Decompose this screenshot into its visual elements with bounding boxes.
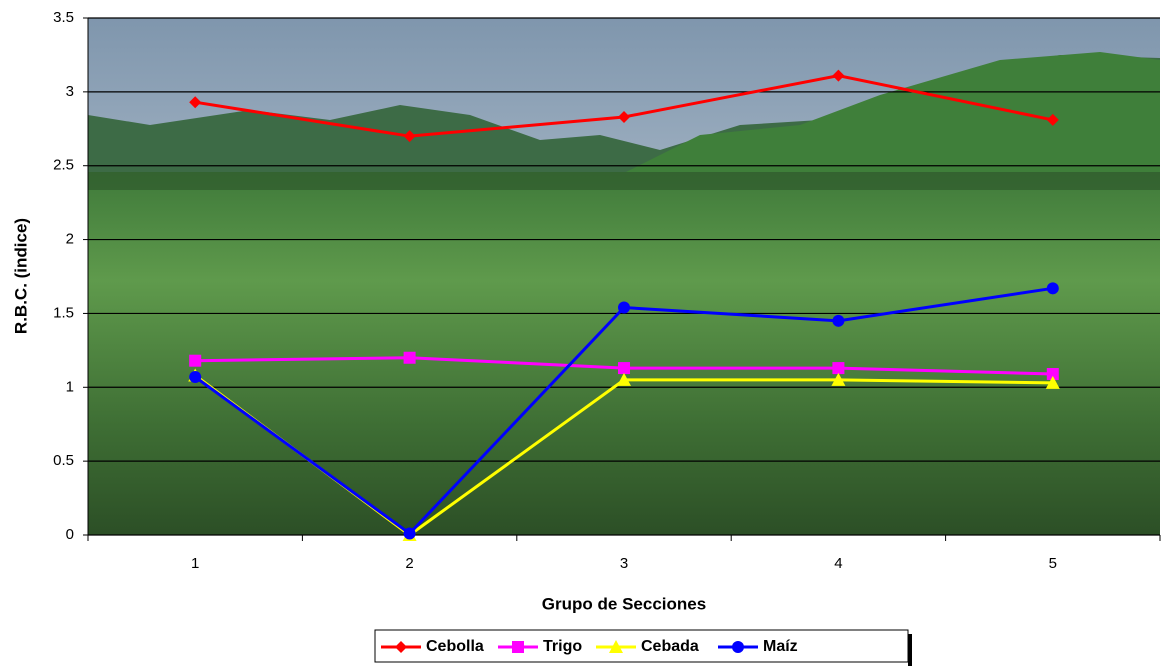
x-tick-label: 2 <box>405 555 413 572</box>
y-tick-label: 0 <box>66 526 74 543</box>
y-axis-title: R.B.C. (indice) <box>11 218 30 334</box>
marker <box>403 527 416 540</box>
marker <box>832 69 845 82</box>
y-tick-label: 3.5 <box>53 9 74 26</box>
marker <box>832 362 845 375</box>
x-tick-label: 3 <box>620 555 628 572</box>
marker <box>831 372 846 386</box>
y-tick-label: 0.5 <box>53 452 74 469</box>
x-tick-label: 1 <box>191 555 199 572</box>
marker <box>512 641 524 653</box>
marker <box>618 301 630 314</box>
marker <box>403 130 416 143</box>
marker <box>403 351 416 364</box>
legend-label: Maíz <box>763 638 798 655</box>
marker <box>1045 375 1060 389</box>
marker <box>189 370 202 383</box>
marker <box>732 641 744 653</box>
legend-label: Cebada <box>641 638 699 655</box>
marker <box>189 96 202 109</box>
marker <box>395 641 407 653</box>
marker <box>618 110 630 123</box>
legend-label: Trigo <box>543 638 582 655</box>
plot-background <box>88 18 1160 535</box>
legend-shadow <box>908 634 912 666</box>
y-tick-label: 1.5 <box>53 304 74 321</box>
marker <box>1046 282 1059 295</box>
legend-label: Cebolla <box>426 638 484 655</box>
marker <box>1046 113 1059 126</box>
x-tick-label: 5 <box>1049 555 1057 572</box>
marker <box>618 362 630 375</box>
y-tick-label: 3 <box>66 83 74 100</box>
marker <box>189 354 202 367</box>
y-tick-label: 1 <box>66 378 74 395</box>
marker <box>617 372 631 386</box>
y-tick-label: 2 <box>66 231 74 248</box>
x-tick-label: 4 <box>834 555 842 572</box>
marker <box>1046 367 1059 380</box>
legend <box>374 629 909 663</box>
y-tick-label: 2.5 <box>53 157 74 174</box>
marker <box>609 640 623 653</box>
x-axis-title: Grupo de Secciones <box>542 594 706 613</box>
marker <box>832 314 845 327</box>
